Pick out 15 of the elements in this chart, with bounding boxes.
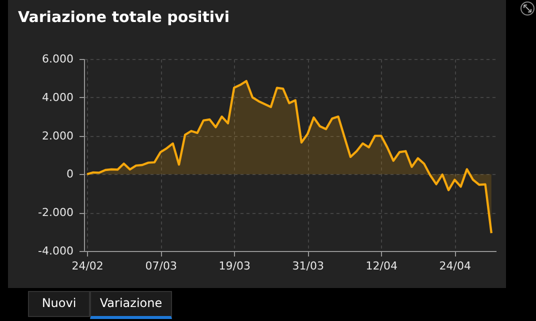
y-tick-label: 4.000 [42, 90, 74, 104]
x-tick-label: 19/03 [218, 260, 250, 272]
text: Nuovi [28, 291, 90, 317]
text: Variazione [90, 291, 172, 319]
x-tick-label: 07/03 [145, 260, 177, 272]
y-tick-label: 6.000 [42, 52, 74, 66]
y-tick-label: -2.000 [38, 206, 74, 220]
x-tick-label: 24/02 [72, 260, 104, 272]
x-tick-label: 31/03 [292, 260, 324, 272]
y-tick-label: 0 [66, 168, 74, 181]
y-tick-label: 2.000 [42, 129, 74, 142]
x-tick-label: 12/04 [366, 260, 398, 272]
y-tick-label: -4.000 [38, 244, 74, 258]
x-tick-label: 24/04 [439, 260, 471, 272]
chart-title: Variazione totale positivi [18, 8, 230, 26]
